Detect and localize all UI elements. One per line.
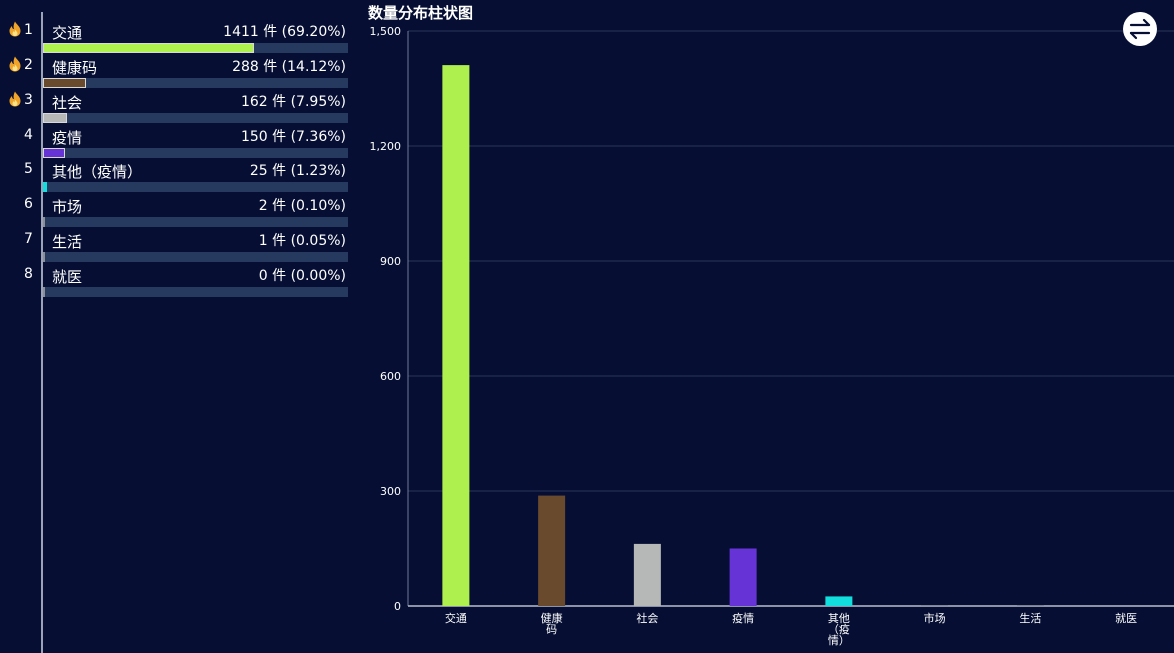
x-tick-label: 就医 bbox=[1115, 611, 1137, 625]
ranking-item: 7 生活 1 件 (0.05%) bbox=[0, 225, 360, 263]
x-tick-label: 健康码 bbox=[541, 611, 563, 636]
y-tick-label: 1,200 bbox=[370, 140, 402, 153]
progress-track bbox=[43, 112, 348, 123]
progress-track bbox=[43, 217, 348, 228]
rank-value: 288 件 (14.12%) bbox=[232, 58, 346, 75]
rank-number: 2 bbox=[24, 56, 33, 73]
ranking-item: 4 疫情 150 件 (7.36%) bbox=[0, 121, 360, 158]
progress-fill bbox=[43, 112, 68, 123]
rank-value: 25 件 (1.23%) bbox=[249, 163, 346, 180]
rank-category-name: 社会 bbox=[52, 93, 83, 112]
ranking-item: 5 其他（疫情） 25 件 (1.23%) bbox=[0, 155, 360, 193]
ranking-item: 3 社会 162 件 (7.95%) bbox=[0, 86, 360, 123]
y-tick-label: 0 bbox=[394, 600, 401, 613]
ranking-list: 1 交通 1411 件 (69.20%) 2 健康码 288 件 (14.12%) 3 社会 1… bbox=[0, 0, 360, 300]
rank-number: 1 bbox=[24, 22, 33, 38]
rank-value: 150 件 (7.36%) bbox=[240, 128, 346, 145]
rank-category-name: 交通 bbox=[52, 24, 83, 42]
progress-track bbox=[43, 286, 348, 297]
bar bbox=[538, 495, 566, 606]
bar bbox=[729, 548, 757, 606]
progress-fill bbox=[43, 147, 66, 158]
progress-track bbox=[43, 43, 348, 53]
y-tick-label: 600 bbox=[380, 370, 401, 383]
progress-fill bbox=[43, 43, 255, 53]
bar bbox=[442, 65, 470, 606]
swap-icon bbox=[1129, 18, 1151, 40]
rank-number: 5 bbox=[24, 161, 33, 178]
rank-number: 6 bbox=[24, 196, 33, 213]
flame-icon bbox=[8, 21, 22, 37]
x-tick-label: 其他（疫情） bbox=[828, 612, 850, 647]
rank-value: 1 件 (0.05%) bbox=[258, 233, 346, 250]
rank-value: 162 件 (7.95%) bbox=[240, 93, 346, 110]
ranking-item: 2 健康码 288 件 (14.12%) bbox=[0, 51, 360, 88]
rank-number: 3 bbox=[24, 91, 33, 108]
x-tick-label: 市场 bbox=[924, 611, 946, 625]
ranking-item: 8 就医 0 件 (0.00%) bbox=[0, 260, 360, 297]
flame-icon bbox=[8, 91, 22, 107]
rank-value: 1411 件 (69.20%) bbox=[223, 24, 346, 40]
progress-track bbox=[43, 182, 348, 193]
chart-title: 数量分布柱状图 bbox=[368, 4, 474, 22]
ranking-item: 1 交通 1411 件 (69.20%) bbox=[0, 16, 360, 53]
x-tick-label: 疫情 bbox=[732, 611, 754, 625]
rank-category-name: 就医 bbox=[52, 267, 83, 286]
x-tick-label: 生活 bbox=[1019, 611, 1041, 625]
bar bbox=[921, 605, 949, 606]
rank-category-name: 其他（疫情） bbox=[52, 163, 143, 182]
rank-number: 8 bbox=[24, 265, 33, 282]
rank-category-name: 市场 bbox=[52, 198, 83, 217]
rank-category-name: 疫情 bbox=[52, 128, 83, 147]
rank-value: 2 件 (0.10%) bbox=[258, 198, 346, 215]
ranking-item: 6 市场 2 件 (0.10%) bbox=[0, 190, 360, 228]
x-tick-label: 社会 bbox=[636, 611, 658, 625]
progress-fill bbox=[43, 217, 45, 228]
rank-value: 0 件 (0.00%) bbox=[258, 267, 346, 284]
y-tick-label: 1,500 bbox=[370, 25, 402, 38]
progress-track bbox=[43, 252, 348, 263]
rank-category-name: 生活 bbox=[52, 233, 83, 252]
y-tick-label: 900 bbox=[380, 255, 401, 268]
switch-view-button[interactable] bbox=[1123, 12, 1157, 46]
progress-track bbox=[43, 147, 348, 158]
rank-number: 7 bbox=[24, 231, 33, 248]
progress-fill bbox=[43, 77, 87, 88]
progress-fill bbox=[43, 252, 45, 263]
x-tick-label: 交通 bbox=[445, 611, 467, 625]
progress-fill bbox=[43, 286, 45, 297]
progress-fill bbox=[43, 182, 47, 193]
bar bbox=[825, 596, 853, 606]
rank-number: 4 bbox=[24, 126, 33, 143]
rank-category-name: 健康码 bbox=[52, 58, 98, 77]
bar bbox=[633, 543, 661, 606]
left-divider bbox=[41, 12, 43, 653]
progress-track bbox=[43, 77, 348, 88]
y-tick-label: 300 bbox=[380, 485, 401, 498]
flame-icon bbox=[8, 56, 22, 72]
